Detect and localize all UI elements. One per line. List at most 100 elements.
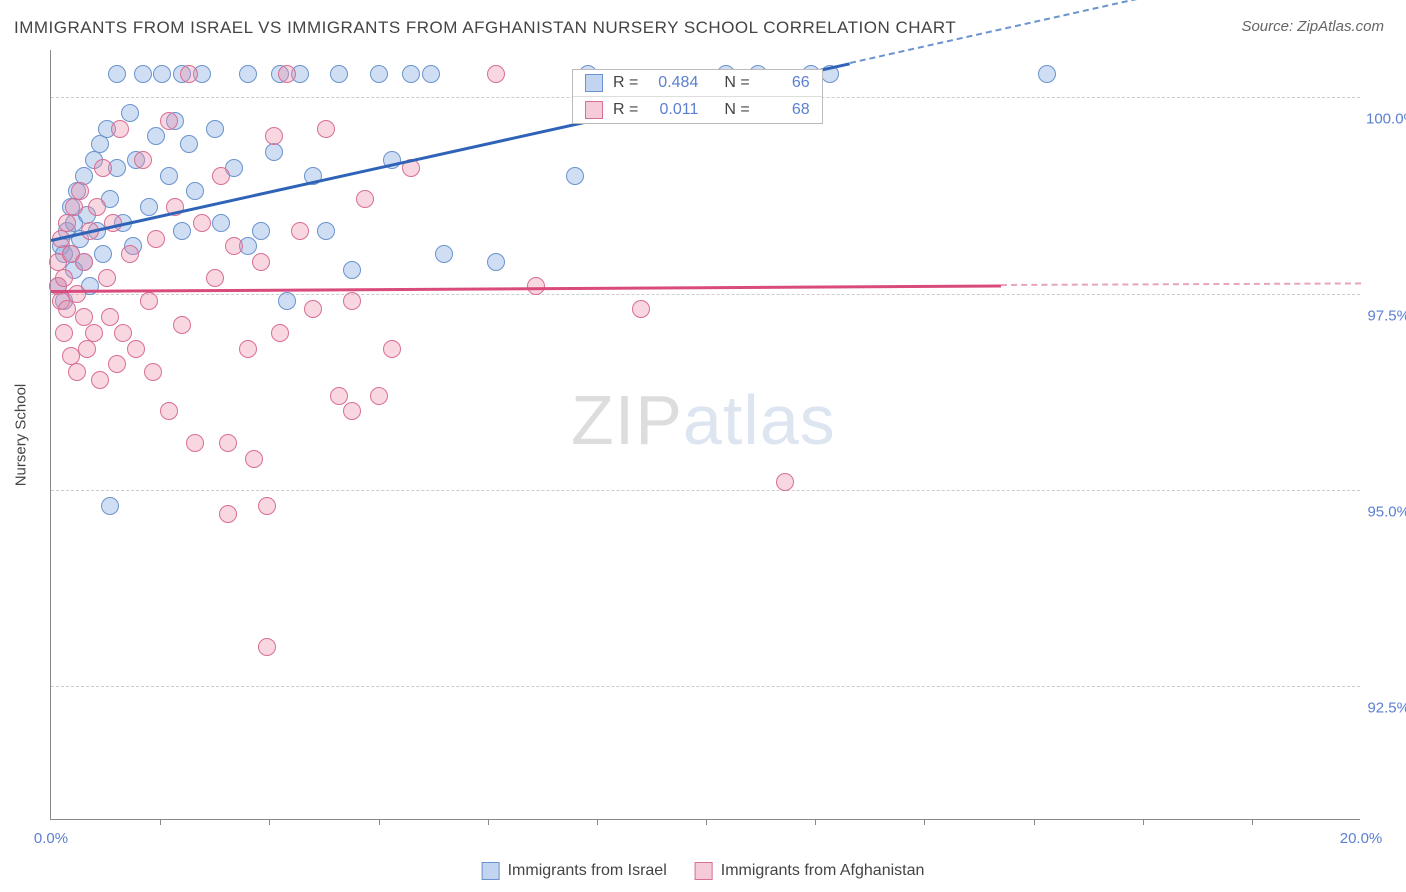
scatter-point (173, 316, 191, 334)
x-tick (815, 819, 816, 825)
scatter-point (487, 253, 505, 271)
legend-swatch (585, 74, 603, 92)
scatter-point (265, 127, 283, 145)
scatter-point (68, 285, 86, 303)
scatter-point (422, 65, 440, 83)
gridline (51, 490, 1360, 491)
y-tick-label: 95.0% (1366, 504, 1406, 521)
scatter-point (212, 214, 230, 232)
legend-n-value: 66 (760, 74, 810, 92)
scatter-point (91, 135, 109, 153)
scatter-point (111, 120, 129, 138)
scatter-point (121, 104, 139, 122)
scatter-point (330, 387, 348, 405)
scatter-point (370, 387, 388, 405)
scatter-point (219, 505, 237, 523)
scatter-point (343, 261, 361, 279)
legend-r-value: 0.484 (648, 74, 698, 92)
scatter-point (58, 214, 76, 232)
scatter-point (127, 340, 145, 358)
legend-label: Immigrants from Afghanistan (721, 862, 925, 880)
scatter-point (140, 292, 158, 310)
x-tick-label: 0.0% (34, 830, 68, 847)
gridline (51, 294, 1360, 295)
x-tick (379, 819, 380, 825)
y-tick-label: 92.5% (1366, 700, 1406, 717)
scatter-point (114, 324, 132, 342)
scatter-point (147, 230, 165, 248)
scatter-point (317, 120, 335, 138)
scatter-point (65, 198, 83, 216)
legend-row: R =0.484N =66 (573, 70, 822, 96)
scatter-point (245, 450, 263, 468)
scatter-point (343, 292, 361, 310)
scatter-point (55, 324, 73, 342)
scatter-point (252, 222, 270, 240)
scatter-point (180, 65, 198, 83)
scatter-point (134, 65, 152, 83)
scatter-point (144, 363, 162, 381)
legend-item: Immigrants from Afghanistan (695, 862, 925, 880)
scatter-point (55, 269, 73, 287)
scatter-point (101, 497, 119, 515)
scatter-point (108, 355, 126, 373)
x-tick (597, 819, 598, 825)
scatter-point (140, 198, 158, 216)
y-tick-label: 97.5% (1366, 307, 1406, 324)
scatter-point (258, 497, 276, 515)
legend-correlation: R =0.484N =66R =0.011N =68 (572, 69, 823, 124)
scatter-point (71, 182, 89, 200)
scatter-point (58, 300, 76, 318)
legend-row: R =0.011N =68 (573, 96, 822, 123)
scatter-point (78, 340, 96, 358)
scatter-point (370, 65, 388, 83)
scatter-point (219, 434, 237, 452)
scatter-point (153, 65, 171, 83)
trend-line-extension (1001, 283, 1361, 287)
scatter-point (173, 222, 191, 240)
scatter-point (75, 253, 93, 271)
legend-swatch (482, 862, 500, 880)
legend-series: Immigrants from Israel Immigrants from Af… (482, 862, 925, 880)
scatter-point (68, 363, 86, 381)
scatter-point (291, 222, 309, 240)
scatter-point (317, 222, 335, 240)
scatter-point (265, 143, 283, 161)
scatter-point (121, 245, 139, 263)
scatter-point (304, 300, 322, 318)
legend-r-label: R = (613, 74, 638, 92)
scatter-point (212, 167, 230, 185)
legend-n-value: 68 (760, 101, 810, 119)
legend-n-label: N = (724, 101, 749, 119)
legend-swatch (695, 862, 713, 880)
source-label: Source: ZipAtlas.com (1241, 18, 1384, 35)
scatter-point (566, 167, 584, 185)
x-tick (924, 819, 925, 825)
scatter-point (225, 237, 243, 255)
scatter-point (632, 300, 650, 318)
x-tick-label: 20.0% (1340, 830, 1383, 847)
scatter-point (330, 65, 348, 83)
legend-swatch (585, 101, 603, 119)
scatter-point (186, 434, 204, 452)
scatter-point (252, 253, 270, 271)
chart-title: IMMIGRANTS FROM ISRAEL VS IMMIGRANTS FRO… (14, 18, 956, 38)
scatter-point (435, 245, 453, 263)
x-tick (1143, 819, 1144, 825)
scatter-point (160, 112, 178, 130)
scatter-point (94, 159, 112, 177)
scatter-point (239, 65, 257, 83)
scatter-point (206, 120, 224, 138)
scatter-point (1038, 65, 1056, 83)
scatter-point (487, 65, 505, 83)
x-tick (488, 819, 489, 825)
legend-item: Immigrants from Israel (482, 862, 667, 880)
scatter-point (402, 65, 420, 83)
scatter-point (147, 127, 165, 145)
plot-area: Nursery School ZIPatlas 92.5%95.0%97.5%1… (50, 50, 1360, 820)
scatter-point (94, 245, 112, 263)
legend-r-label: R = (613, 101, 638, 119)
y-axis-label: Nursery School (13, 383, 30, 486)
scatter-point (134, 151, 152, 169)
scatter-point (193, 214, 211, 232)
